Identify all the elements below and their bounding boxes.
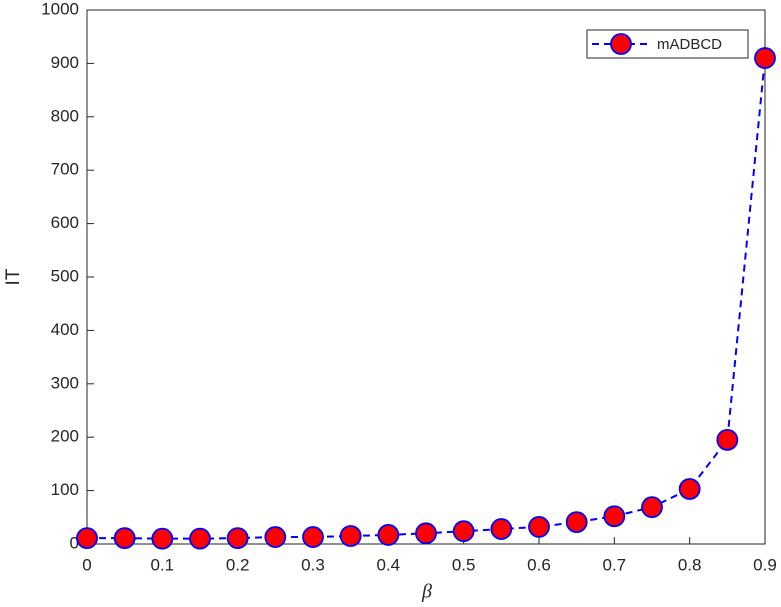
data-point [302, 526, 324, 548]
x-tick-label: 0.8 [678, 555, 702, 574]
data-point [528, 516, 550, 538]
data-point [678, 478, 701, 500]
x-tick-label: 0.2 [226, 555, 250, 574]
data-point [490, 518, 513, 540]
x-tick-label: 0.5 [452, 555, 476, 574]
y-tick-label: 400 [51, 320, 79, 339]
y-tick-label: 0 [70, 533, 79, 552]
data-point [565, 511, 588, 534]
data-point [264, 526, 287, 548]
data-point [716, 428, 739, 451]
data-point [415, 522, 437, 545]
data-point [339, 525, 362, 547]
y-tick-label: 500 [51, 266, 79, 285]
y-tick-label: 700 [51, 160, 79, 179]
data-point [151, 527, 174, 550]
legend-label: mADBCD [657, 36, 722, 53]
y-axis-label: IT [3, 268, 24, 285]
plot-frame [86, 9, 766, 545]
data-point [377, 524, 400, 546]
y-tick-label: 600 [51, 213, 79, 232]
y-tick-label: 800 [51, 106, 79, 125]
x-tick-label: 0.6 [527, 555, 551, 574]
data-point [226, 527, 249, 550]
data-point [76, 527, 98, 550]
data-point [113, 527, 136, 550]
y-tick-label: 300 [51, 373, 79, 392]
y-tick-label: 900 [51, 53, 79, 72]
x-tick-label: 0.9 [753, 555, 777, 574]
data-point [641, 496, 663, 519]
x-tick-label: 0.3 [301, 555, 325, 574]
x-tick-label: 0.4 [377, 555, 401, 574]
data-point [603, 505, 626, 528]
data-point [189, 527, 211, 550]
y-tick-label: 100 [51, 480, 79, 499]
x-tick-label: 0 [82, 555, 91, 574]
y-tick-label: 1000 [41, 0, 79, 18]
data-point [754, 47, 776, 69]
data-point [452, 520, 475, 543]
x-tick-label: 0.7 [603, 555, 627, 574]
y-tick-label: 200 [51, 427, 79, 446]
x-axis-label: β [421, 581, 432, 603]
x-tick-label: 0.1 [151, 555, 175, 574]
legend-marker [610, 33, 632, 55]
